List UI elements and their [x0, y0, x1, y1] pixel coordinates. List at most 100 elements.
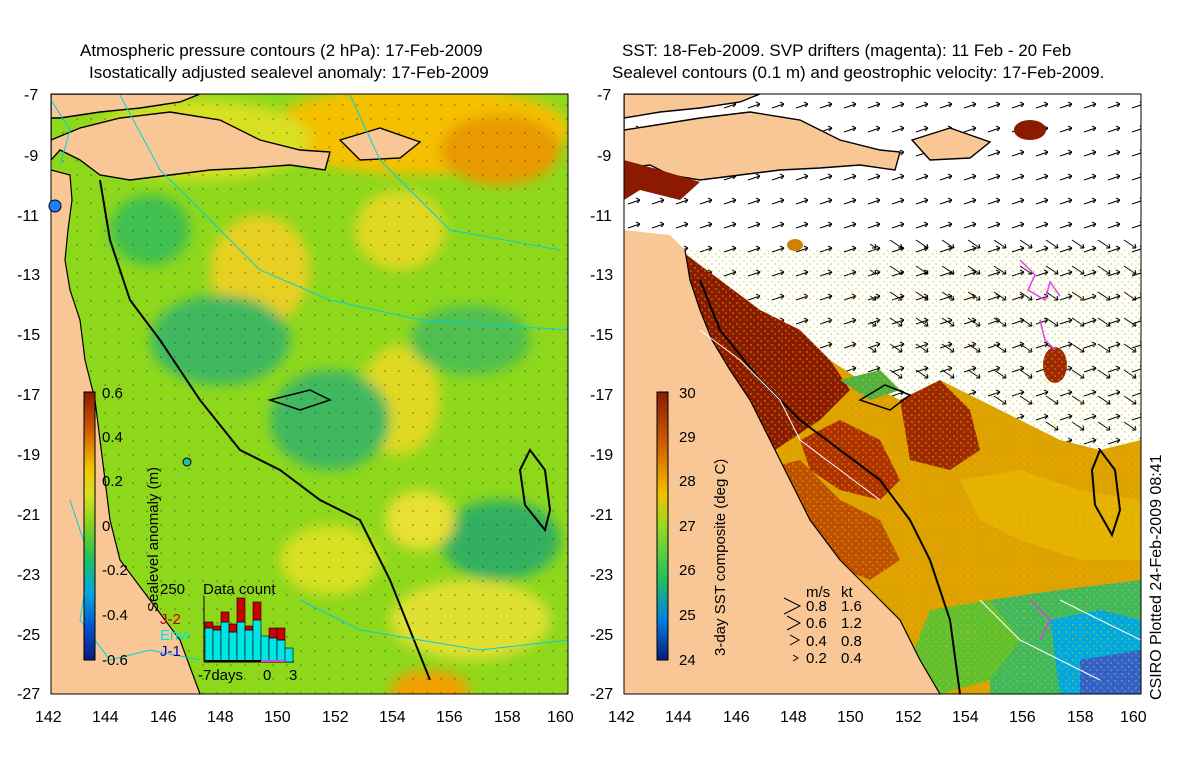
y-tick: -11 [590, 208, 612, 225]
x-tick: 152 [322, 709, 349, 726]
sst-colorbar [656, 391, 669, 661]
y-tick: -25 [17, 627, 40, 644]
y-tick: -27 [590, 686, 613, 703]
y-tick: -7 [597, 87, 611, 104]
y-tick: -19 [590, 447, 613, 464]
x-tick: 154 [952, 709, 979, 726]
sst-tick: 28 [679, 473, 696, 490]
velocity-ms: 0.6 [806, 615, 827, 632]
sst-colorbar-ticks: 30 29 28 27 26 25 24 [679, 385, 696, 669]
x-tick: 144 [665, 709, 692, 726]
left-title-line2: Isostatically adjusted sealevel anomaly:… [89, 63, 489, 82]
x-tick: 150 [837, 709, 864, 726]
velocity-kt: 0.8 [841, 633, 862, 650]
data-count-x-zero: 0 [263, 667, 271, 684]
right-map-frame [623, 93, 1142, 695]
left-x-axis: 142 144 146 148 150 152 154 156 158 160 [35, 709, 574, 726]
data-count-inset: Data count 250 J-2 Envi J-1 -7days 0 3 [160, 581, 297, 684]
sst-tick: 24 [679, 652, 696, 669]
velocity-header-kt: kt [841, 584, 854, 601]
velocity-kt: 0.4 [841, 650, 862, 667]
x-tick: 146 [150, 709, 177, 726]
right-title-line1: SST: 18-Feb-2009. SVP drifters (magenta)… [622, 41, 1072, 60]
y-tick: -25 [590, 627, 613, 644]
legend-j2: J-2 [160, 611, 181, 628]
y-tick: -23 [17, 567, 40, 584]
right-x-axis: 142 144 146 148 150 152 154 156 158 160 [608, 709, 1147, 726]
sst-tick: 29 [679, 429, 696, 446]
y-tick: -27 [17, 686, 40, 703]
velocity-legend: m/s kt 0.8 1.6 0.6 1.2 0.4 0.8 0.2 0.4 [783, 584, 862, 667]
y-tick: -17 [17, 387, 40, 404]
arrow-0.8 [783, 597, 802, 615]
drifter-track [1029, 599, 1051, 641]
arrow-0.2 [792, 654, 799, 662]
ssh-tick: -0.6 [102, 652, 128, 669]
velocity-kt: 1.6 [841, 598, 862, 615]
left-map-frame [50, 93, 569, 695]
x-tick: 146 [723, 709, 750, 726]
velocity-ms: 0.2 [806, 650, 827, 667]
ssh-tick: 0 [102, 518, 110, 535]
arrow-0.6 [786, 615, 802, 631]
velocity-header-ms: m/s [806, 584, 830, 601]
right-title-line2: Sealevel contours (0.1 m) and geostrophi… [612, 63, 1105, 82]
x-tick: 156 [436, 709, 463, 726]
legend-envi: Envi [160, 627, 189, 644]
sst-tick: 27 [679, 518, 696, 535]
data-count-max: 250 [160, 581, 185, 598]
ssh-colorbar-ticks: 0.6 0.4 0.2 0 -0.2 -0.4 -0.6 [102, 385, 128, 669]
left-title-line1: Atmospheric pressure contours (2 hPa): 1… [80, 41, 483, 60]
x-tick: 158 [494, 709, 521, 726]
y-tick: -17 [590, 387, 613, 404]
y-tick: -23 [590, 567, 613, 584]
y-tick: -15 [17, 327, 40, 344]
velocity-ms: 0.8 [806, 598, 827, 615]
y-tick: -21 [17, 507, 40, 524]
y-tick: -21 [590, 507, 613, 524]
credit-text: CSIRO Plotted 24-Feb-2009 08:41 [1148, 454, 1165, 700]
sst-colorbar-label: 3-day SST composite (deg C) [712, 459, 729, 656]
data-count-title: Data count [203, 581, 276, 598]
x-tick: 148 [780, 709, 807, 726]
y-tick: -15 [590, 327, 613, 344]
ssh-tick: 0.4 [102, 429, 123, 446]
x-tick: 156 [1009, 709, 1036, 726]
drifter-track [1019, 259, 1061, 302]
data-count-x-end: 3 [289, 667, 297, 684]
sst-tick: 30 [679, 385, 696, 402]
x-tick: 142 [35, 709, 62, 726]
right-map [624, 94, 1141, 694]
ssh-colorbar [83, 391, 96, 661]
ssh-tick: -0.2 [102, 562, 128, 579]
ssh-colorbar-label: Sealevel anomaly (m) [145, 467, 162, 612]
tide-gauge-marker [48, 199, 62, 213]
x-tick: 150 [264, 709, 291, 726]
ssh-tick: 0.6 [102, 385, 123, 402]
y-tick: -7 [24, 87, 38, 104]
y-tick: -19 [17, 447, 40, 464]
velocity-ms: 0.4 [806, 633, 827, 650]
x-tick: 160 [1120, 709, 1147, 726]
left-y-axis: -7 -9 -11 -13 -15 -17 -19 -21 -23 -25 -2… [17, 87, 40, 703]
sst-tick: 25 [679, 607, 696, 624]
x-tick: 148 [207, 709, 234, 726]
x-tick: 160 [547, 709, 574, 726]
y-tick: -11 [17, 208, 39, 225]
drifter-track [1039, 319, 1056, 351]
tide-gauge-marker [182, 457, 192, 467]
y-tick: -13 [17, 267, 40, 284]
velocity-kt: 1.2 [841, 615, 862, 632]
y-tick: -9 [24, 148, 38, 165]
left-map [51, 94, 568, 694]
x-tick: 154 [379, 709, 406, 726]
legend-j1: J-1 [160, 643, 181, 660]
data-count-x-start: -7days [198, 667, 243, 684]
y-tick: -9 [597, 148, 611, 165]
x-tick: 152 [895, 709, 922, 726]
ssh-tick: 0.2 [102, 473, 123, 490]
sst-tick: 26 [679, 562, 696, 579]
x-tick: 158 [1067, 709, 1094, 726]
x-tick: 144 [92, 709, 119, 726]
